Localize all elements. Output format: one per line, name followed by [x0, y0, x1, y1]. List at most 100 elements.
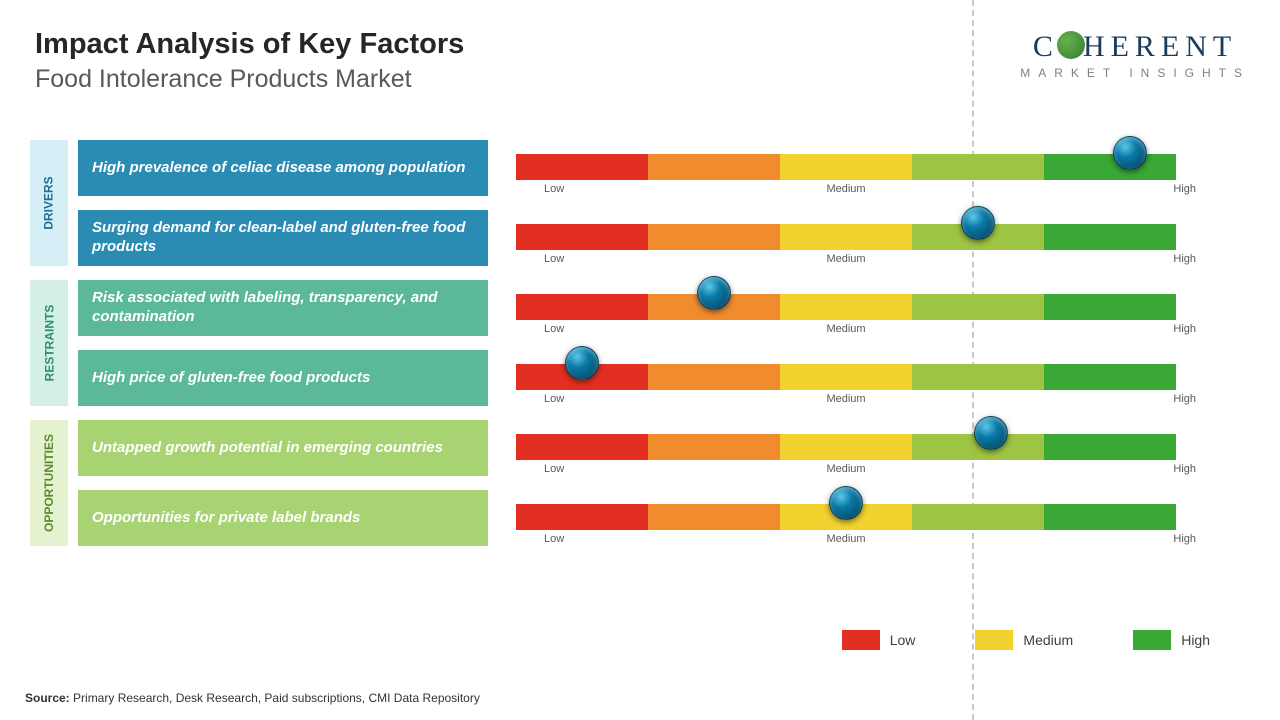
- slider-marker: [565, 346, 599, 380]
- source-line: Source: Primary Research, Desk Research,…: [25, 691, 480, 705]
- slider-segment: [780, 294, 912, 320]
- slider-segment: [648, 364, 780, 390]
- slider-segment: [1044, 224, 1176, 250]
- slider-bar: [516, 364, 1176, 390]
- label-low: Low: [544, 393, 564, 405]
- label-medium: Medium: [826, 323, 865, 335]
- legend-swatch: [975, 630, 1013, 650]
- legend-label: Low: [890, 632, 916, 648]
- source-text: Primary Research, Desk Research, Paid su…: [70, 691, 480, 705]
- globe-icon: [1057, 31, 1085, 59]
- page-title: Impact Analysis of Key Factors: [35, 28, 464, 61]
- slider-segment: [648, 224, 780, 250]
- label-high: High: [1173, 463, 1196, 475]
- slider-segment: [648, 434, 780, 460]
- slider-marker: [829, 486, 863, 520]
- category-tab: OPPORTUNITIES: [30, 420, 68, 546]
- slider-marker: [961, 206, 995, 240]
- label-low: Low: [544, 253, 564, 265]
- factor-row: Risk associated with labeling, transpare…: [30, 280, 1250, 336]
- slider-segment: [1044, 504, 1176, 530]
- slider-segment: [912, 504, 1044, 530]
- slider-segment: [1044, 154, 1176, 180]
- label-low: Low: [544, 183, 564, 195]
- legend-label: High: [1181, 632, 1210, 648]
- factor-row: Surging demand for clean-label and glute…: [30, 210, 1250, 266]
- impact-slider: Low Medium High: [516, 280, 1250, 336]
- legend-item: Medium: [975, 630, 1073, 650]
- label-medium: Medium: [826, 533, 865, 545]
- category-label: DRIVERS: [42, 176, 56, 229]
- slider-marker: [974, 416, 1008, 450]
- legend: Low Medium High: [842, 630, 1210, 650]
- legend-item: High: [1133, 630, 1210, 650]
- impact-slider: Low Medium High: [516, 350, 1250, 406]
- factor-row: Untapped growth potential in emerging co…: [30, 420, 1250, 476]
- slider-segment: [1044, 364, 1176, 390]
- factor-label: Opportunities for private label brands: [78, 490, 488, 546]
- category-tab: RESTRAINTS: [30, 280, 68, 406]
- factor-row: Opportunities for private label brands Lo…: [30, 490, 1250, 546]
- slider-bar: [516, 154, 1176, 180]
- legend-item: Low: [842, 630, 916, 650]
- logo-main: C HERENT: [1020, 30, 1250, 64]
- label-low: Low: [544, 323, 564, 335]
- page-subtitle: Food Intolerance Products Market: [35, 65, 464, 94]
- slider-segment: [780, 434, 912, 460]
- label-low: Low: [544, 463, 564, 475]
- header: Impact Analysis of Key Factors Food Into…: [35, 28, 464, 94]
- label-medium: Medium: [826, 253, 865, 265]
- slider-segment: [1044, 294, 1176, 320]
- slider-segment: [516, 434, 648, 460]
- category-tab: DRIVERS: [30, 140, 68, 266]
- slider-marker: [1113, 136, 1147, 170]
- factor-row: High price of gluten-free food products L…: [30, 350, 1250, 406]
- slider-segment: [912, 154, 1044, 180]
- legend-label: Medium: [1023, 632, 1073, 648]
- slider-bar: [516, 434, 1176, 460]
- slider-segment: [516, 224, 648, 250]
- factor-label: High prevalence of celiac disease among …: [78, 140, 488, 196]
- label-high: High: [1173, 393, 1196, 405]
- factor-label: Surging demand for clean-label and glute…: [78, 210, 488, 266]
- factor-label: Risk associated with labeling, transpare…: [78, 280, 488, 336]
- slider-segment: [516, 294, 648, 320]
- slider-segment: [516, 504, 648, 530]
- category-label: OPPORTUNITIES: [42, 434, 56, 532]
- category-group: DRIVERS High prevalence of celiac disease…: [30, 140, 1250, 266]
- label-medium: Medium: [826, 183, 865, 195]
- label-medium: Medium: [826, 393, 865, 405]
- slider-segment: [648, 504, 780, 530]
- label-high: High: [1173, 253, 1196, 265]
- slider-segment: [912, 364, 1044, 390]
- label-high: High: [1173, 323, 1196, 335]
- logo-sub: MARKET INSIGHTS: [1020, 66, 1250, 80]
- label-high: High: [1173, 533, 1196, 545]
- legend-swatch: [1133, 630, 1171, 650]
- label-high: High: [1173, 183, 1196, 195]
- slider-segment: [780, 364, 912, 390]
- factor-label: High price of gluten-free food products: [78, 350, 488, 406]
- category-label: RESTRAINTS: [42, 305, 56, 382]
- impact-slider: Low Medium High: [516, 490, 1250, 546]
- impact-slider: Low Medium High: [516, 140, 1250, 196]
- label-low: Low: [544, 533, 564, 545]
- impact-slider: Low Medium High: [516, 210, 1250, 266]
- slider-segment: [648, 154, 780, 180]
- logo-text-pre: C: [1033, 30, 1059, 63]
- slider-bar: [516, 224, 1176, 250]
- slider-segment: [780, 154, 912, 180]
- label-medium: Medium: [826, 463, 865, 475]
- logo-text-post: HERENT: [1083, 30, 1237, 63]
- category-group: OPPORTUNITIES Untapped growth potential …: [30, 420, 1250, 546]
- slider-segment: [516, 154, 648, 180]
- slider-segment: [780, 224, 912, 250]
- factors-container: DRIVERS High prevalence of celiac disease…: [30, 140, 1250, 560]
- factor-row: High prevalence of celiac disease among …: [30, 140, 1250, 196]
- slider-segment: [1044, 434, 1176, 460]
- category-group: RESTRAINTS Risk associated with labeling,…: [30, 280, 1250, 406]
- slider-segment: [912, 294, 1044, 320]
- source-prefix: Source:: [25, 691, 70, 705]
- legend-swatch: [842, 630, 880, 650]
- slider-marker: [697, 276, 731, 310]
